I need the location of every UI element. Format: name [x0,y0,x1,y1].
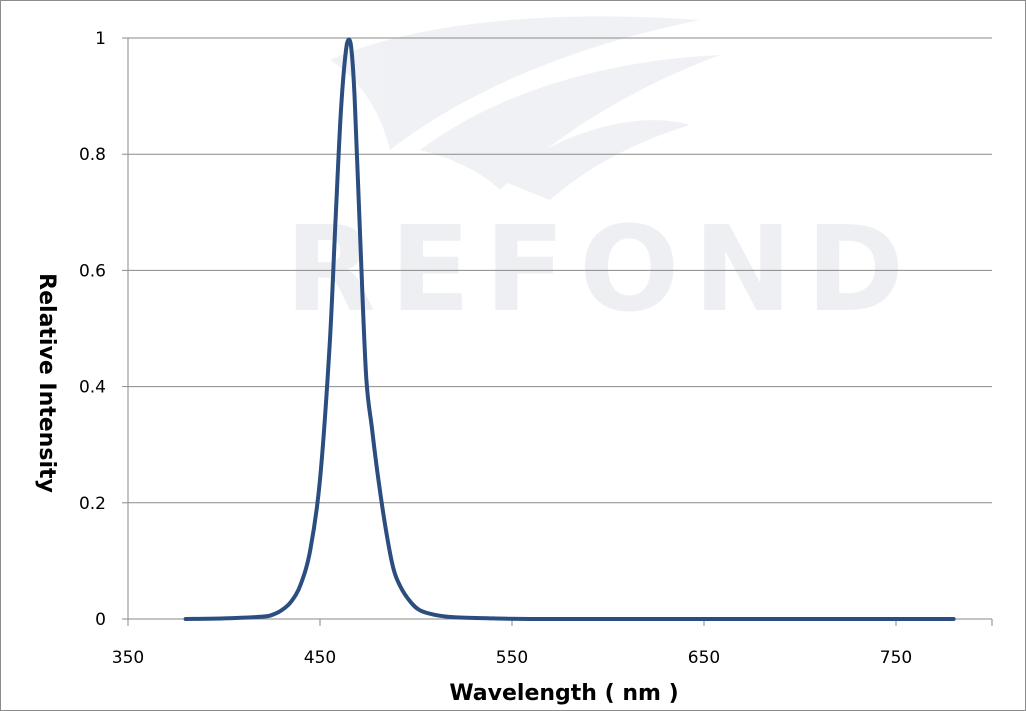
watermark-logo: REFOND [285,16,918,338]
x-tick-label: 450 [304,648,336,668]
x-tick-label: 650 [688,648,720,668]
y-tick-label: 1 [95,29,106,49]
x-axis-title: Wavelength ( nm ) [449,681,678,706]
x-tick-label: 350 [112,648,144,668]
x-axis-ticks: 350 450 550 650 750 [112,619,993,668]
gridlines [128,37,992,504]
y-tick-label: 0.4 [79,378,106,398]
series-line-0 [183,37,956,622]
x-tick-label: 550 [496,648,528,668]
y-tick-label: 0.6 [79,261,106,281]
y-tick-label: 0 [95,610,106,630]
x-tick-label: 750 [880,648,912,668]
y-tick-label: 0.8 [79,145,106,165]
series-layer [183,37,956,622]
y-tick-label: 0.2 [79,494,106,514]
watermark-text: REFOND [285,200,918,338]
y-axis-ticks: 0 0.2 0.4 0.6 0.8 1 [79,29,128,630]
y-axis-title: Relative Intensity [34,273,59,493]
